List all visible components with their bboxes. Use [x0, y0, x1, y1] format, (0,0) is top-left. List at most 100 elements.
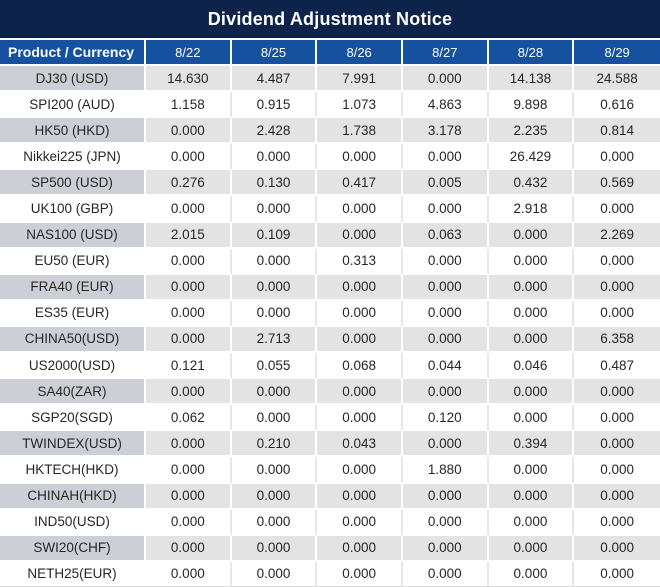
dividend-value-cell: 0.121 [146, 353, 232, 380]
dividend-value-cell: 0.000 [574, 144, 660, 171]
dividend-value-cell: 0.046 [488, 353, 575, 380]
dividend-value-cell: 0.432 [488, 170, 575, 197]
product-cell: NAS100 (USD) [0, 222, 146, 249]
dividend-value-cell: 0.000 [146, 326, 232, 354]
dividend-value-cell: 0.276 [146, 170, 232, 197]
dividend-value-cell: 0.000 [317, 222, 403, 249]
dividend-value-cell: 0.000 [488, 222, 575, 249]
dividend-value-cell: 2.235 [488, 118, 575, 145]
dividend-value-cell: 0.000 [488, 509, 575, 536]
dividend-value-cell: 0.000 [146, 483, 232, 510]
table-row: TWINDEX(USD) 0.000 0.210 0.043 0.000 0.394 0.0… [0, 431, 660, 458]
dividend-value-cell: 2.269 [574, 222, 660, 249]
dividend-value-cell: 0.000 [317, 405, 403, 432]
dividend-value-cell: 0.000 [146, 248, 232, 275]
table-row: FRA40 (EUR) 0.000 0.000 0.000 0.000 0.000 0.00… [0, 274, 660, 301]
dividend-value-cell: 0.417 [317, 170, 403, 197]
dividend-value-cell: 0.055 [231, 353, 318, 380]
dividend-value-cell: 0.000 [402, 431, 489, 458]
dividend-value-cell: 0.063 [402, 222, 489, 249]
dividend-value-cell: 0.569 [574, 170, 660, 197]
dividend-value-cell: 0.000 [231, 561, 318, 586]
notice-title: Dividend Adjustment Notice [0, 0, 660, 40]
dividend-value-cell: 0.000 [231, 457, 318, 484]
product-cell: Nikkei225 (JPN) [0, 144, 146, 171]
dividend-value-cell: 0.130 [231, 170, 318, 197]
dividend-table: Product / Currency 8/22 8/25 8/26 8/27 8/28 8… [0, 40, 660, 586]
dividend-value-cell: 6.358 [574, 326, 660, 354]
table-row: Nikkei225 (JPN) 0.000 0.000 0.000 0.000 26.42… [0, 144, 660, 171]
date-column-header: 8/22 [146, 40, 232, 66]
dividend-value-cell: 0.000 [574, 196, 660, 223]
dividend-value-cell: 0.000 [231, 196, 318, 223]
dividend-value-cell: 0.000 [146, 118, 232, 145]
dividend-value-cell: 0.000 [146, 144, 232, 171]
dividend-value-cell: 0.000 [146, 379, 232, 406]
dividend-value-cell: 0.000 [574, 248, 660, 275]
dividend-value-cell: 0.000 [402, 196, 489, 223]
dividend-value-cell: 0.000 [402, 248, 489, 275]
dividend-value-cell: 1.880 [402, 457, 489, 484]
dividend-value-cell: 0.109 [231, 222, 318, 249]
dividend-value-cell: 4.863 [402, 92, 489, 119]
dividend-value-cell: 0.000 [146, 509, 232, 536]
dividend-value-cell: 0.000 [231, 483, 318, 510]
dividend-value-cell: 0.000 [488, 405, 575, 432]
dividend-value-cell: 0.000 [317, 379, 403, 406]
product-cell: SP500 (USD) [0, 170, 146, 197]
dividend-value-cell: 0.000 [402, 561, 489, 586]
dividend-value-cell: 0.000 [402, 66, 489, 93]
dividend-value-cell: 0.000 [574, 457, 660, 484]
dividend-value-cell: 0.313 [317, 248, 403, 275]
dividend-value-cell: 0.000 [231, 405, 318, 432]
table-row: IND50(USD) 0.000 0.000 0.000 0.000 0.000 0.000 [0, 509, 660, 536]
dividend-value-cell: 0.000 [317, 196, 403, 223]
table-row: CHINAH(HKD) 0.000 0.000 0.000 0.000 0.000 0.00… [0, 483, 660, 510]
product-cell: NETH25(EUR) [0, 561, 146, 586]
date-column-header: 8/28 [488, 40, 575, 66]
dividend-value-cell: 0.005 [402, 170, 489, 197]
product-cell: SPI200 (AUD) [0, 92, 146, 119]
product-cell: US2000(USD) [0, 353, 146, 380]
dividend-value-cell: 14.138 [488, 66, 575, 93]
dividend-value-cell: 0.000 [574, 274, 660, 301]
product-cell: TWINDEX(USD) [0, 431, 146, 458]
dividend-value-cell: 0.000 [146, 457, 232, 484]
product-cell: CHINA50(USD) [0, 326, 146, 354]
product-cell: CHINAH(HKD) [0, 483, 146, 510]
product-cell: SGP20(SGD) [0, 405, 146, 432]
dividend-value-cell: 0.000 [231, 509, 318, 536]
dividend-value-cell: 0.000 [146, 535, 232, 562]
dividend-value-cell: 0.000 [231, 535, 318, 562]
product-currency-header: Product / Currency [0, 40, 146, 66]
table-row: HK50 (HKD) 0.000 2.428 1.738 3.178 2.235 0.814 [0, 118, 660, 145]
dividend-value-cell: 0.814 [574, 118, 660, 145]
dividend-value-cell: 0.000 [488, 300, 575, 327]
dividend-value-cell: 0.000 [317, 326, 403, 354]
table-row: HKTECH(HKD) 0.000 0.000 0.000 1.880 0.000 0.00… [0, 457, 660, 484]
dividend-value-cell: 24.588 [574, 66, 660, 93]
table-row: EU50 (EUR) 0.000 0.000 0.313 0.000 0.000 0.000 [0, 248, 660, 275]
dividend-value-cell: 0.000 [231, 248, 318, 275]
dividend-value-cell: 0.043 [317, 431, 403, 458]
product-cell: DJ30 (USD) [0, 66, 146, 93]
product-cell: FRA40 (EUR) [0, 274, 146, 301]
dividend-value-cell: 0.000 [488, 483, 575, 510]
date-column-header: 8/25 [231, 40, 318, 66]
dividend-value-cell: 0.000 [574, 431, 660, 458]
dividend-value-cell: 0.000 [317, 483, 403, 510]
table-row: SWI20(CHF) 0.000 0.000 0.000 0.000 0.000 0.000 [0, 535, 660, 562]
dividend-value-cell: 0.000 [402, 144, 489, 171]
product-cell: SWI20(CHF) [0, 535, 146, 562]
dividend-value-cell: 0.000 [146, 300, 232, 327]
dividend-value-cell: 2.015 [146, 222, 232, 249]
header-row: Product / Currency 8/22 8/25 8/26 8/27 8/28 8… [0, 40, 660, 66]
dividend-value-cell: 0.000 [402, 509, 489, 536]
dividend-value-cell: 9.898 [488, 92, 575, 119]
product-cell: UK100 (GBP) [0, 196, 146, 223]
dividend-value-cell: 0.000 [402, 483, 489, 510]
dividend-value-cell: 0.000 [146, 561, 232, 586]
dividend-value-cell: 0.000 [488, 274, 575, 301]
product-cell: SA40(ZAR) [0, 379, 146, 406]
